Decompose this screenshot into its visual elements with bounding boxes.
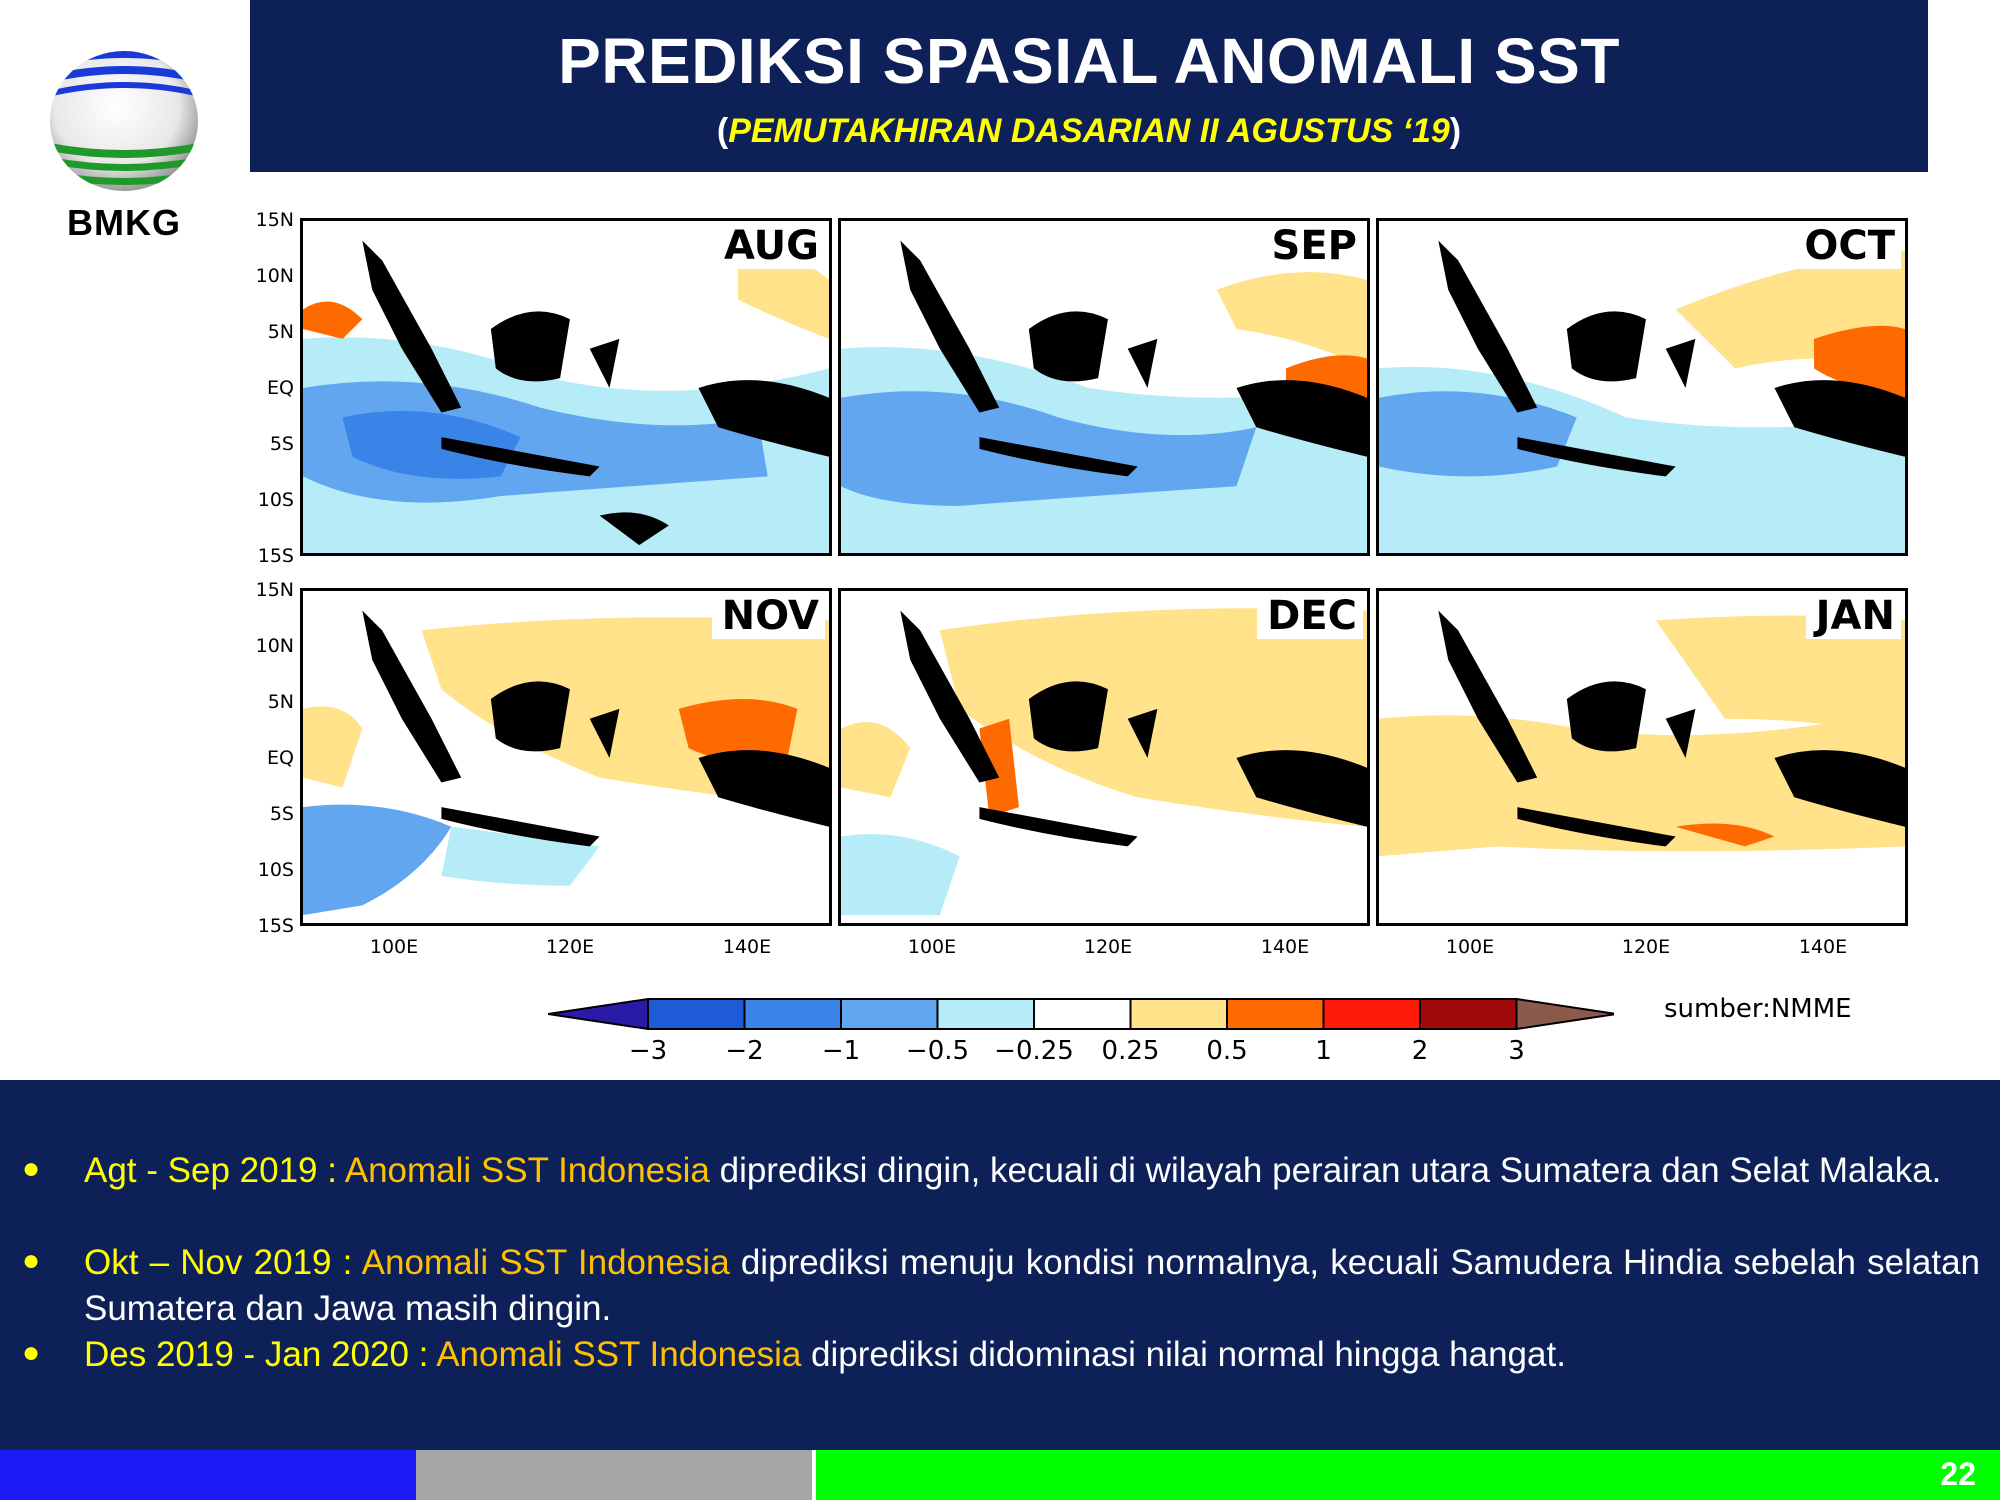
lon-label: 100E [1445,936,1495,958]
map-panel-nov: NOV [300,588,832,926]
footer-bar-gray [416,1450,812,1500]
logo-text: BMKG [67,202,181,243]
lon-label: 140E [1260,936,1310,958]
lat-label: 15N [255,579,294,601]
lon-label: 140E [722,936,772,958]
lat-label: EQ [267,377,294,399]
colorbar-tick-label: −0.5 [905,1036,970,1066]
lat-label: 15S [257,545,294,567]
sst-anomaly-map [841,221,1367,553]
sst-anomaly-map [1379,591,1905,923]
colorbar-tick-label: −1 [821,1036,861,1066]
sst-anomaly-map [1379,221,1905,553]
page-number: 22 [1940,1456,1976,1492]
colorbar [548,997,1614,1031]
lat-label: 10N [255,635,294,657]
lat-label: 5S [269,433,294,455]
month-label: OCT [1794,223,1901,269]
bullet-period: Okt – Nov 2019 : [84,1243,362,1282]
month-label: DEC [1257,593,1363,639]
colorbar-arrow-high [1515,997,1614,1031]
bullet-dot-icon: ● [22,1336,41,1369]
bmkg-globe-logo-icon [50,51,198,191]
lon-label: 140E [1798,936,1848,958]
colorbar-segment [1419,998,1518,1030]
sst-anomaly-map [841,591,1367,923]
colorbar-tick-label: 2 [1411,1036,1429,1066]
page-title: PREDIKSI SPASIAL ANOMALI SST [558,25,1620,97]
colorbar-tick-label: 0.25 [1101,1036,1160,1066]
lat-label: 15N [255,209,294,231]
colorbar-segment [1226,998,1325,1030]
sst-anomaly-map [303,591,829,923]
month-label: SEP [1261,223,1363,269]
subtitle-close-paren: ) [1449,112,1462,150]
subtitle-open-paren: ( [716,112,729,150]
colorbar-tick-label: −0.25 [994,1036,1074,1066]
month-label: JAN [1805,593,1901,639]
page-subtitle: (PEMUTAKHIRAN DASARIAN II AGUSTUS ‘19) [250,112,1928,151]
bullet-body: diprediksi didominasi nilai normal hingg… [801,1335,1566,1374]
colorbar-segment [936,998,1035,1030]
bullet-body: diprediksi menuju kondisi normalnya, kec… [84,1243,1981,1328]
footer-divider [812,1450,816,1500]
lon-label: 100E [907,936,957,958]
lon-label: 120E [545,936,595,958]
lon-label: 120E [1621,936,1671,958]
bullet-dot-icon: ● [22,1152,41,1185]
colorbar-segment [840,998,939,1030]
map-panel-dec: DEC [838,588,1370,926]
colorbar-segment [1033,998,1132,1030]
bullet-period: Agt - Sep 2019 : [84,1151,345,1190]
data-source: sumber:NMME [1664,994,1852,1024]
colorbar-tick-label: 0.5 [1206,1036,1248,1066]
footer-bar-green [816,1450,2000,1500]
bullet-text: Agt - Sep 2019 : Anomali SST Indonesia d… [84,1148,1980,1194]
lon-label: 100E [369,936,419,958]
subtitle-text: PEMUTAKHIRAN DASARIAN II AGUSTUS ‘19 [728,112,1450,150]
colorbar-tick-label: −2 [725,1036,764,1066]
colorbar-tick-label: 3 [1508,1036,1525,1066]
colorbar-segment [743,998,842,1030]
map-panel-jan: JAN [1376,588,1908,926]
lat-label: 5N [267,321,294,343]
bullet-text: Okt – Nov 2019 : Anomali SST Indonesia d… [84,1240,1980,1332]
lat-label: 10S [257,859,294,881]
colorbar-segment [647,998,746,1030]
colorbar-arrow-low [548,997,649,1031]
map-panel-aug: AUG [300,218,832,556]
title-banner: PREDIKSI SPASIAL ANOMALI SST (PEMUTAKHIR… [250,0,1928,172]
bullet-subject: Anomali SST Indonesia [436,1335,802,1374]
lat-label: EQ [267,747,294,769]
bullet-subject: Anomali SST Indonesia [361,1243,730,1282]
bullet-text: Des 2019 - Jan 2020 : Anomali SST Indone… [84,1332,1980,1378]
month-label: AUG [713,223,825,269]
map-panel-sep: SEP [838,218,1370,556]
lat-label: 5N [267,691,294,713]
summary-box: ● Agt - Sep 2019 : Anomali SST Indonesia… [0,1080,2000,1450]
lat-label: 10N [255,265,294,287]
month-label: NOV [711,593,825,639]
map-panel-oct: OCT [1376,218,1908,556]
lon-label: 120E [1083,936,1133,958]
colorbar-segment [1129,998,1228,1030]
colorbar-tick-label: −3 [628,1036,668,1066]
bullet-dot-icon: ● [22,1244,41,1277]
sst-anomaly-map [303,221,829,553]
colorbar-segment [1322,998,1421,1030]
lat-label: 15S [257,915,294,937]
bullet-body: diprediksi dingin, kecuali di wilayah pe… [709,1151,1942,1190]
bullet-period: Des 2019 - Jan 2020 : [84,1335,437,1374]
lat-label: 5S [269,803,294,825]
colorbar-tick-label: 1 [1315,1036,1332,1066]
bullet-subject: Anomali SST Indonesia [344,1151,710,1190]
footer-bar-blue [0,1450,416,1500]
lat-label: 10S [257,489,294,511]
